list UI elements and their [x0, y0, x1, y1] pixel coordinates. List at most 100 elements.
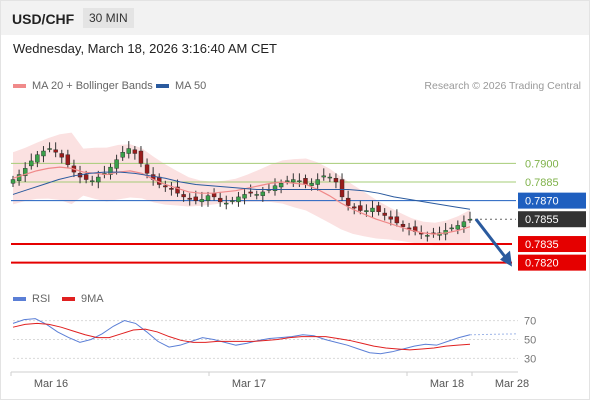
symbol-label: USD/CHF [12, 11, 75, 27]
candle [352, 206, 357, 209]
candle [16, 174, 22, 181]
ma50-legend-label: MA 50 [175, 80, 207, 92]
ma9-legend-label: 9MA [81, 293, 104, 305]
candle [382, 212, 387, 216]
legend-9ma: 9MA [62, 293, 104, 305]
ma20-line [12, 166, 471, 235]
candle [163, 185, 168, 188]
candle [358, 205, 363, 211]
ma20-swatch [13, 84, 26, 88]
candle [29, 160, 34, 167]
candle [83, 174, 89, 180]
candle [345, 197, 351, 206]
credit-text: Research © 2026 Trading Central [424, 80, 581, 92]
candle [321, 175, 326, 178]
candle [376, 205, 381, 212]
level-badge-0.7870 [518, 192, 586, 209]
candle [181, 194, 186, 198]
level-label-0.7855: 0.7855 [525, 214, 559, 226]
candle [254, 194, 259, 196]
candle [400, 223, 406, 227]
candle [278, 183, 284, 188]
legend-ma50: MA 50 [156, 80, 206, 92]
level-badge-0.7820 [518, 254, 586, 271]
candle [327, 176, 333, 179]
candle [224, 202, 229, 205]
level-label-0.7820: 0.7820 [525, 258, 559, 270]
ma20-legend-label: MA 20 + Bollinger Bands [32, 80, 153, 92]
candle [260, 191, 266, 196]
level-label-0.7885: 0.7885 [525, 177, 559, 189]
candle [291, 179, 296, 183]
candle [339, 179, 345, 198]
rsi-tick-50: 50 [524, 335, 536, 347]
candle [461, 221, 467, 227]
candle [120, 152, 125, 158]
rsi-tick-70: 70 [524, 316, 536, 328]
candle [114, 159, 119, 169]
candle [10, 179, 16, 184]
ma9-swatch [62, 297, 75, 301]
candle [285, 180, 290, 182]
candle [236, 196, 241, 203]
candle [35, 154, 40, 163]
candle [47, 148, 52, 150]
rsi-swatch [13, 297, 26, 301]
candle [96, 176, 101, 183]
candle [187, 197, 192, 200]
x-tick-label-Mar-28: Mar 28 [495, 378, 529, 390]
candle [199, 199, 205, 203]
candle [41, 150, 46, 157]
level-badge-0.7855 [518, 211, 586, 228]
candle [248, 191, 253, 194]
candle [394, 216, 400, 224]
candle [333, 178, 339, 183]
forecast-arrow-shaft [474, 218, 510, 262]
level-badge-0.7835 [518, 236, 586, 253]
rsi-legend-label: RSI [32, 293, 51, 305]
candle [309, 183, 314, 186]
candle [59, 153, 64, 158]
candle [138, 150, 144, 164]
x-tick-label-Mar-18: Mar 18 [430, 378, 464, 390]
candle [193, 196, 199, 201]
candle [364, 210, 369, 212]
candle [467, 219, 473, 221]
level-label-0.7870: 0.7870 [525, 196, 559, 208]
legend-rsi: RSI [13, 293, 50, 305]
interval-button[interactable]: 30 MIN [83, 8, 134, 28]
rsi-extension [469, 333, 519, 336]
candle [297, 180, 302, 182]
timestamp: Wednesday, March 18, 2026 3:16:40 AM CET [13, 41, 277, 56]
candle [108, 166, 113, 175]
candle [242, 194, 247, 199]
rsi-tick-30: 30 [524, 353, 536, 365]
candle [272, 185, 278, 191]
candle [144, 164, 150, 174]
legend-ma20: MA 20 + Bollinger Bands [13, 80, 153, 92]
candle [205, 195, 211, 201]
candle [370, 207, 375, 212]
candle [132, 149, 138, 154]
candle [455, 225, 461, 230]
candle [65, 154, 71, 165]
header-bar: USD/CHF 30 MIN [1, 1, 589, 35]
level-label-0.7835: 0.7835 [525, 239, 559, 251]
candle [303, 178, 308, 185]
candle [388, 216, 393, 220]
ma50-swatch [156, 84, 169, 88]
candle [315, 179, 320, 185]
candle [230, 200, 235, 202]
x-tick-label-Mar-16: Mar 16 [34, 378, 68, 390]
candle [175, 186, 180, 194]
rsi-9ma-line [12, 322, 471, 351]
candle [90, 180, 95, 182]
ma50-line [12, 171, 471, 210]
candle [22, 168, 28, 177]
candle [217, 197, 223, 203]
candle [53, 149, 58, 153]
candle [169, 188, 174, 190]
candle [449, 227, 454, 230]
rsi-line [12, 318, 471, 355]
